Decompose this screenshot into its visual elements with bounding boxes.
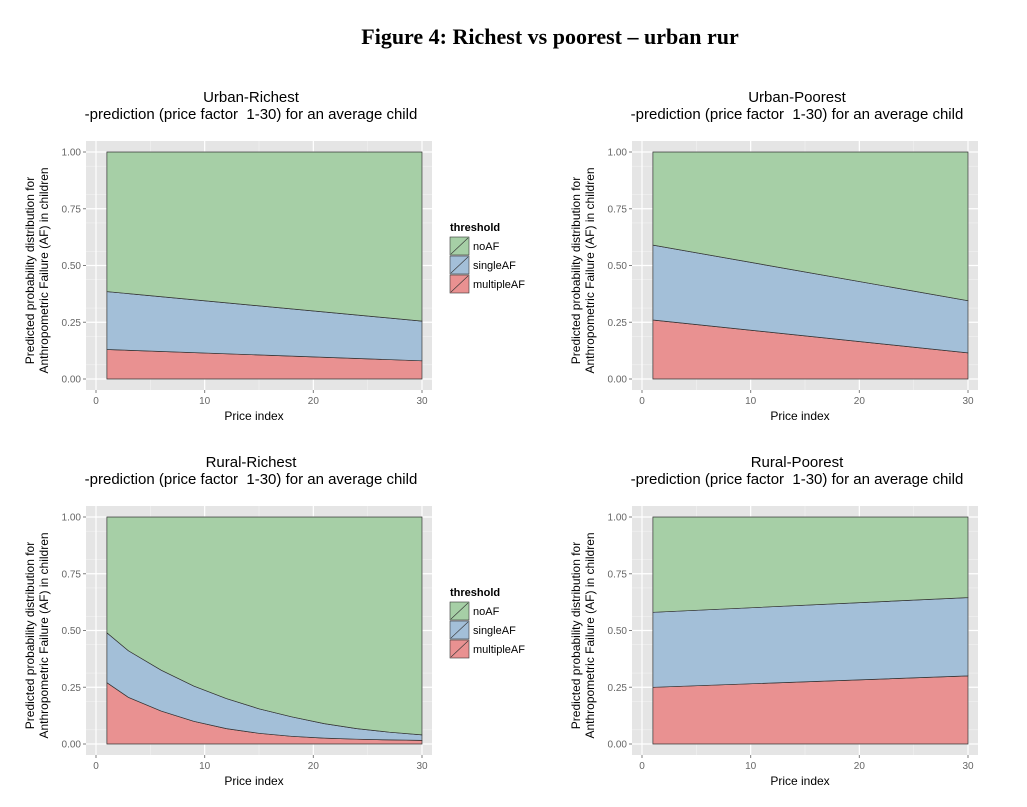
y-axis-label-line: Anthropometric Failure (AF) in children [37,167,51,373]
y-tick-label: 0.75 [608,569,628,580]
y-tick-label: 0.50 [62,261,82,272]
x-tick-label: 0 [639,396,645,407]
y-tick-label: 1.00 [62,513,82,524]
panel-title: Rural-Richest [206,454,298,471]
chart-panel: 0.00 0.25 0.50 0.75 1.00 0 10 20 30 Urban-Poorest… [569,89,978,423]
x-tick-label: 10 [199,761,211,772]
area-noAF [652,151,969,302]
y-tick-label: 1.00 [62,148,82,159]
y-tick-label: 0.50 [608,626,628,637]
legend-label-noAF: noAF [473,241,500,253]
x-axis-label: Price index [770,409,829,423]
y-axis-label: Predicted probability distribution forAn… [569,532,597,738]
y-axis-label-line: Predicted probability distribution for [23,177,37,364]
panel-title: Rural-Poorest [751,454,844,471]
y-tick-label: 0.50 [62,626,82,637]
x-tick-label: 30 [416,761,428,772]
legend: threshold noAF singleAF multipleAF [449,222,525,294]
y-tick-label: 0.25 [608,683,628,694]
x-tick-label: 0 [639,761,645,772]
x-tick-label: 10 [745,396,757,407]
panel-title: Urban-Richest [203,89,300,106]
x-axis-label: Price index [224,409,283,423]
x-tick-label: 20 [308,761,320,772]
x-tick-label: 0 [93,761,99,772]
chart-panel: 0.00 0.25 0.50 0.75 1.00 0 10 20 30 Rural-Poorest… [569,454,978,788]
figure-title: Figure 4: Richest vs poorest – urban rur [361,24,739,49]
y-tick-label: 0.75 [608,204,628,215]
x-tick-label: 20 [854,396,866,407]
y-tick-label: 0.25 [608,318,628,329]
y-tick-label: 0.75 [62,569,82,580]
legend-label-noAF: noAF [473,606,500,618]
legend-swatch-slash [450,621,469,639]
y-axis-label: Predicted probability distribution forAn… [23,167,51,373]
x-tick-label: 0 [93,396,99,407]
area-singleAF [652,597,969,688]
legend-label-multipleAF: multipleAF [473,279,525,291]
y-tick-label: 0.50 [608,261,628,272]
legend-title: threshold [450,587,500,599]
y-tick-label: 0.00 [62,740,82,751]
legend: threshold noAF singleAF multipleAF [449,587,525,659]
chart-panel: 0.00 0.25 0.50 0.75 1.00 0 10 20 30 Rural-Richest… [23,454,432,788]
x-tick-label: 20 [854,761,866,772]
y-axis-label-line: Predicted probability distribution for [569,177,583,364]
legend-label-singleAF: singleAF [473,625,516,637]
y-tick-label: 1.00 [608,513,628,524]
area-noAF [106,516,423,736]
legend-swatch-slash [450,275,469,293]
panel-subtitle: -prediction (price factor 1-30) for an a… [631,471,964,488]
y-tick-label: 0.00 [608,375,628,386]
y-tick-label: 0.00 [608,740,628,751]
area-multipleAF [652,675,969,745]
x-axis-label: Price index [770,774,829,788]
y-tick-label: 0.75 [62,204,82,215]
y-axis-label: Predicted probability distribution forAn… [23,532,51,738]
panel-subtitle: -prediction (price factor 1-30) for an a… [85,106,418,123]
y-tick-label: 0.00 [62,375,82,386]
legend-swatch-slash [450,256,469,274]
y-axis-label-line: Anthropometric Failure (AF) in children [583,167,597,373]
legend-swatch-slash [450,602,469,620]
y-axis-label-line: Anthropometric Failure (AF) in children [37,532,51,738]
x-tick-label: 20 [308,396,320,407]
x-tick-label: 30 [962,761,974,772]
legend-label-singleAF: singleAF [473,260,516,272]
legend-title: threshold [450,222,500,234]
panel-subtitle: -prediction (price factor 1-30) for an a… [631,106,964,123]
panel-subtitle: -prediction (price factor 1-30) for an a… [85,471,418,488]
panel-title: Urban-Poorest [748,89,846,106]
y-tick-label: 1.00 [608,148,628,159]
y-axis-label-line: Anthropometric Failure (AF) in children [583,532,597,738]
x-tick-label: 30 [416,396,428,407]
y-tick-label: 0.25 [62,683,82,694]
y-axis-label: Predicted probability distribution forAn… [569,167,597,373]
y-axis-label-line: Predicted probability distribution for [569,542,583,729]
area-noAF [106,151,423,322]
x-tick-label: 10 [199,396,211,407]
x-tick-label: 10 [745,761,757,772]
chart-panel: 0.00 0.25 0.50 0.75 1.00 0 10 20 30 Urban-Richest… [23,89,432,423]
legend-swatch-slash [450,237,469,255]
y-axis-label-line: Predicted probability distribution for [23,542,37,729]
legend-label-multipleAF: multipleAF [473,644,525,656]
area-noAF [652,516,969,613]
y-tick-label: 0.25 [62,318,82,329]
legend-swatch-slash [450,640,469,658]
x-axis-label: Price index [224,774,283,788]
x-tick-label: 30 [962,396,974,407]
